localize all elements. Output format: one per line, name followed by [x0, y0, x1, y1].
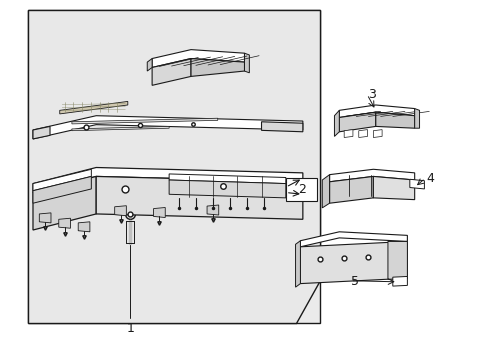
- Text: 5: 5: [351, 275, 359, 288]
- Polygon shape: [33, 116, 302, 139]
- Polygon shape: [33, 167, 302, 193]
- Polygon shape: [339, 105, 414, 117]
- Polygon shape: [115, 206, 126, 216]
- Polygon shape: [387, 242, 407, 279]
- Bar: [285, 178, 317, 202]
- Polygon shape: [28, 10, 319, 323]
- Polygon shape: [153, 207, 165, 217]
- Text: 3: 3: [368, 88, 376, 101]
- Text: 1: 1: [126, 322, 134, 335]
- Bar: [28, 10, 319, 323]
- Text: 4: 4: [426, 172, 434, 185]
- Polygon shape: [244, 53, 249, 73]
- Polygon shape: [372, 130, 381, 138]
- Polygon shape: [33, 169, 91, 191]
- Polygon shape: [329, 176, 372, 203]
- Polygon shape: [72, 126, 169, 131]
- Polygon shape: [344, 130, 352, 138]
- Polygon shape: [33, 176, 96, 230]
- Polygon shape: [339, 112, 375, 132]
- Polygon shape: [414, 109, 419, 128]
- Polygon shape: [60, 102, 127, 114]
- Polygon shape: [295, 241, 300, 287]
- Polygon shape: [300, 242, 407, 284]
- Polygon shape: [152, 50, 244, 67]
- Polygon shape: [78, 222, 90, 232]
- Polygon shape: [169, 180, 285, 198]
- Polygon shape: [191, 59, 244, 76]
- Polygon shape: [329, 169, 414, 182]
- Polygon shape: [392, 276, 407, 286]
- Polygon shape: [33, 126, 50, 139]
- Polygon shape: [152, 59, 191, 85]
- Polygon shape: [375, 112, 414, 128]
- Polygon shape: [59, 218, 70, 228]
- Polygon shape: [169, 174, 285, 184]
- Polygon shape: [206, 205, 218, 215]
- Polygon shape: [372, 176, 414, 200]
- Text: 2: 2: [297, 183, 305, 196]
- Polygon shape: [334, 111, 339, 136]
- Polygon shape: [33, 176, 91, 203]
- Polygon shape: [300, 232, 407, 247]
- Polygon shape: [358, 130, 367, 138]
- Polygon shape: [409, 179, 424, 189]
- Polygon shape: [322, 175, 329, 208]
- Polygon shape: [261, 122, 302, 132]
- Polygon shape: [39, 213, 51, 223]
- Polygon shape: [96, 176, 302, 219]
- Polygon shape: [147, 59, 152, 71]
- Polygon shape: [72, 118, 217, 124]
